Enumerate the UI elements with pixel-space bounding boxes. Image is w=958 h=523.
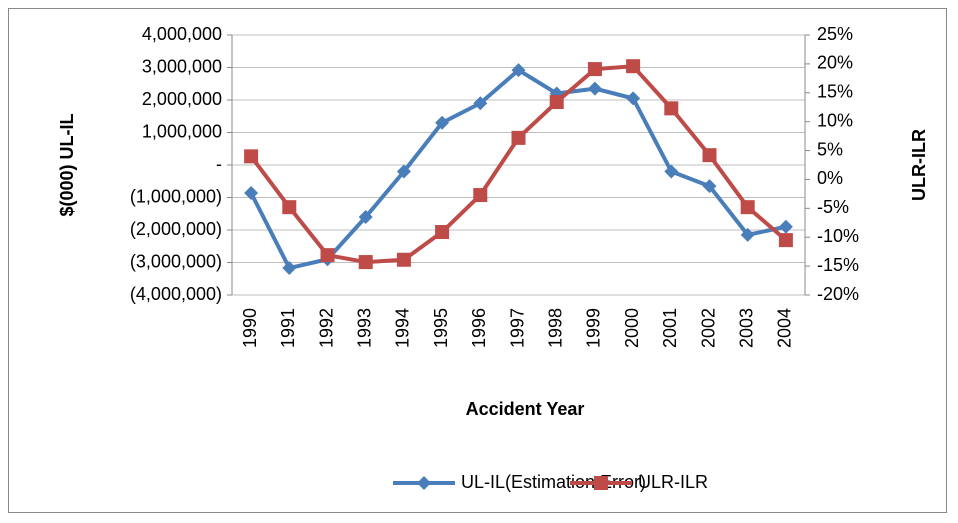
point (396, 252, 411, 267)
point (626, 91, 641, 106)
x-tick-label: 1996 (469, 308, 489, 348)
point (626, 59, 641, 74)
point (740, 227, 755, 242)
point (358, 255, 373, 270)
y-tick-label: 4,000,000 (142, 24, 222, 44)
point (282, 261, 297, 276)
x-tick-label: 1998 (545, 308, 565, 348)
point (435, 115, 450, 130)
y2-tick-label: -10% (817, 226, 859, 246)
point (396, 164, 411, 179)
point (358, 210, 373, 224)
y-tick-label: - (216, 154, 222, 174)
point (702, 148, 717, 163)
y-axis-title: $(000) UL-IL (57, 113, 77, 216)
chart-frame (8, 8, 947, 513)
point (702, 179, 717, 194)
point (740, 200, 755, 215)
point (511, 130, 526, 145)
y-tick-label: (4,000,000) (130, 284, 222, 304)
x-tick-label: 2004 (775, 308, 795, 348)
legend-label: ULR-ILR (638, 472, 708, 492)
y2-tick-label: 5% (817, 139, 843, 159)
y-tick-label: (3,000,000) (130, 251, 222, 271)
x-tick-label: 1990 (240, 308, 260, 348)
point (587, 62, 602, 77)
y2-tick-label: 20% (817, 53, 853, 73)
x-tick-label: 2002 (698, 308, 718, 348)
y-tick-label: (1,000,000) (130, 186, 222, 206)
y2-tick-label: 0% (817, 168, 843, 188)
point (778, 233, 793, 248)
point (511, 63, 526, 78)
y2-tick-label: -5% (817, 197, 849, 217)
y2-tick-label: 25% (817, 24, 853, 44)
y2-tick-label: -20% (817, 284, 859, 304)
legend-marker (594, 476, 608, 490)
x-tick-label: 1999 (584, 308, 604, 348)
point (587, 81, 602, 96)
y-tick-label: 2,000,000 (142, 89, 222, 109)
y-tick-label: 3,000,000 (142, 56, 222, 76)
x-tick-label: 1995 (431, 308, 451, 348)
point (778, 219, 793, 234)
point (664, 101, 679, 116)
x-axis-title: Accident Year (466, 399, 585, 419)
point (435, 225, 450, 240)
y-tick-label: 1,000,000 (142, 121, 222, 141)
point (473, 188, 488, 203)
x-tick-label: 2001 (660, 308, 680, 348)
point (244, 149, 259, 164)
x-tick-label: 1993 (354, 308, 374, 348)
y2-tick-label: -15% (817, 255, 859, 275)
y-tick-label: (2,000,000) (130, 219, 222, 239)
x-tick-label: 2003 (736, 308, 756, 348)
x-tick-label: 2000 (622, 308, 642, 348)
y2-tick-label: 15% (817, 82, 853, 102)
point (549, 95, 564, 110)
y2-axis-title: ULR-ILR (909, 129, 929, 201)
legend-marker (417, 476, 431, 490)
point (320, 248, 335, 263)
x-tick-label: 1994 (393, 308, 413, 348)
point (244, 185, 259, 200)
x-tick-label: 1997 (507, 308, 527, 348)
point (282, 200, 297, 215)
y2-tick-label: 10% (817, 110, 853, 130)
x-tick-label: 1991 (278, 308, 298, 348)
x-tick-label: 1992 (316, 308, 336, 348)
point (473, 96, 488, 111)
point (664, 164, 679, 179)
